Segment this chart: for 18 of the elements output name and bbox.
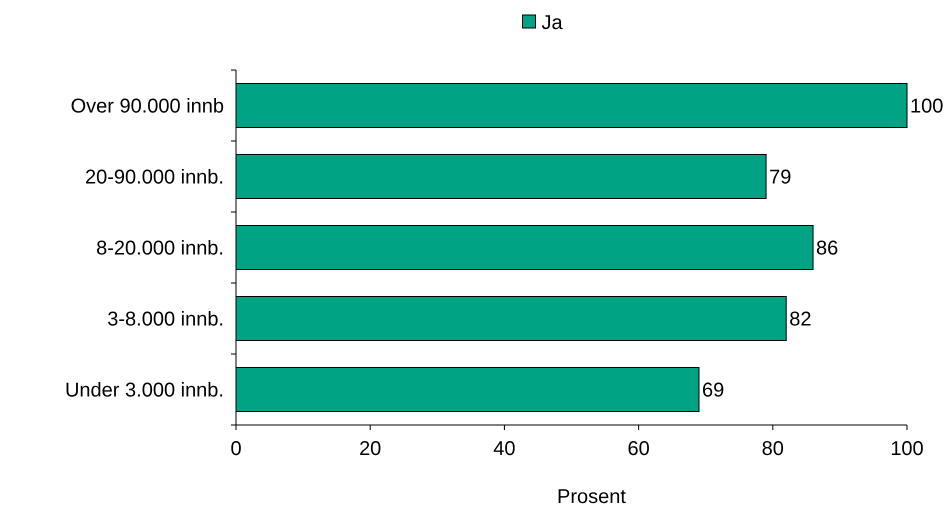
y-tick-label: 20-90.000 innb. [84,166,224,188]
data-label: 69 [702,380,724,402]
x-tick-label: 20 [359,438,382,460]
x-tick-label: 80 [762,438,784,460]
x-axis-title: Prosent [557,486,626,508]
data-label: 86 [816,238,838,260]
x-tick-label: 60 [627,438,650,460]
y-tick-label: 3-8.000 innb. [107,308,224,330]
data-label: 79 [769,166,792,188]
y-tick-label: Over 90.000 innb [70,96,224,118]
data-label: 100 [910,96,944,118]
y-tick-label: 8-20.000 innb. [96,238,224,260]
data-label: 82 [789,308,812,330]
y-tick-label: Under 3.000 innb. [64,380,224,402]
x-tick-label: 40 [493,438,516,460]
x-tick-label: 100 [890,438,924,460]
legend-label: Ja [542,12,564,34]
x-tick-label: 0 [230,438,242,460]
